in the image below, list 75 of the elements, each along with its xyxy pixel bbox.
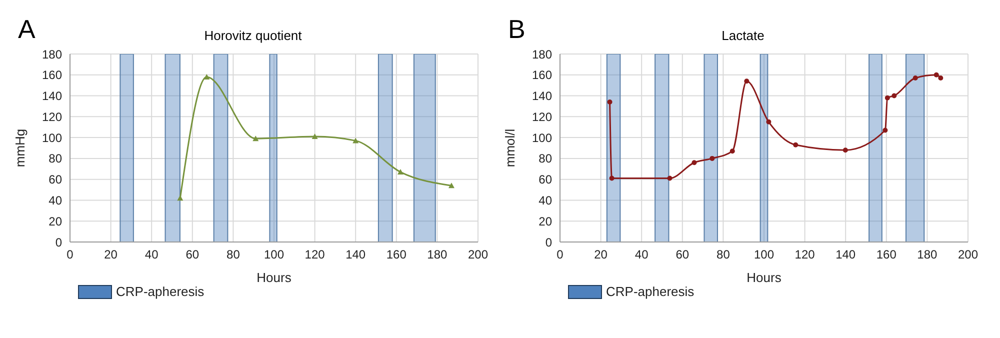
point xyxy=(912,76,918,81)
point xyxy=(607,100,612,105)
x-tick-label: 160 xyxy=(876,248,897,262)
x-axis-title: Hours xyxy=(256,270,292,285)
x-tick-label: 160 xyxy=(386,248,407,262)
point xyxy=(252,136,259,142)
point xyxy=(448,182,454,188)
y-axis-title: mmol/l xyxy=(502,128,518,168)
point xyxy=(710,156,715,161)
x-tick-label: 20 xyxy=(594,248,608,262)
x-tick-label: 40 xyxy=(144,248,159,262)
y-axis-title: mmHg xyxy=(12,128,28,168)
point xyxy=(744,78,750,84)
point xyxy=(793,142,798,148)
x-tick-label: 180 xyxy=(917,248,938,262)
x-tick-label: 200 xyxy=(468,248,488,262)
y-tick-label: 0 xyxy=(545,235,552,250)
x-axis-title: Hours xyxy=(746,270,782,285)
point xyxy=(884,95,890,100)
x-tick-label: 60 xyxy=(186,248,200,262)
point xyxy=(934,72,939,78)
x-tick-label: 0 xyxy=(556,248,564,262)
y-tick-label: 140 xyxy=(532,89,552,104)
legend-label: CRP-apheresis xyxy=(115,284,204,299)
y-tick-label: 160 xyxy=(42,68,62,82)
y-tick-label: 80 xyxy=(538,152,552,166)
point xyxy=(730,148,735,154)
x-tick-label: 120 xyxy=(794,248,816,262)
y-tick-label: 80 xyxy=(48,152,62,166)
point xyxy=(609,176,614,181)
x-tick-label: 200 xyxy=(958,248,978,262)
x-tick-label: 140 xyxy=(836,248,856,262)
y-tick-label: 20 xyxy=(538,214,552,228)
x-tick-label: 20 xyxy=(104,248,118,262)
y-tick-label: 120 xyxy=(42,110,62,124)
x-tick-label: 100 xyxy=(264,248,284,262)
x-tick-label: 180 xyxy=(427,248,448,262)
x-tick-label: 80 xyxy=(716,248,730,262)
y-tick-label: 120 xyxy=(532,110,552,124)
text: B xyxy=(508,14,526,45)
point xyxy=(692,160,697,166)
point xyxy=(312,134,318,140)
x-tick-label: 80 xyxy=(226,248,240,262)
point xyxy=(842,148,848,153)
text: A xyxy=(18,14,36,45)
point xyxy=(766,119,772,124)
x-tick-label: 40 xyxy=(634,248,649,262)
y-tick-label: 100 xyxy=(42,130,62,145)
y-tick-label: 140 xyxy=(42,89,62,104)
x-tick-label: 120 xyxy=(304,248,326,262)
y-tick-label: 20 xyxy=(48,214,62,228)
point xyxy=(352,138,359,144)
y-tick-label: 160 xyxy=(532,68,552,82)
y-tick-label: 0 xyxy=(55,235,62,250)
point xyxy=(938,76,944,81)
point xyxy=(397,169,404,175)
point xyxy=(204,74,210,80)
legend-label: CRP-apheresis xyxy=(605,284,694,299)
x-tick-label: 0 xyxy=(66,248,74,262)
x-tick-label: 140 xyxy=(346,248,366,262)
y-tick-label: 180 xyxy=(532,47,552,62)
y-tick-label: 60 xyxy=(48,172,62,187)
y-tick-label: 40 xyxy=(538,193,552,208)
y-tick-label: 60 xyxy=(538,172,552,187)
y-tick-label: 180 xyxy=(42,47,62,62)
point xyxy=(177,195,184,201)
x-tick-label: 100 xyxy=(754,248,774,262)
chart-title: Horovitz quotient xyxy=(204,28,302,43)
point xyxy=(882,128,888,133)
point xyxy=(667,176,672,181)
y-tick-label: 40 xyxy=(48,193,62,208)
x-tick-label: 60 xyxy=(676,248,690,262)
chart-title: Lactate xyxy=(722,28,764,43)
y-tick-label: 100 xyxy=(532,130,552,145)
point xyxy=(892,93,897,98)
